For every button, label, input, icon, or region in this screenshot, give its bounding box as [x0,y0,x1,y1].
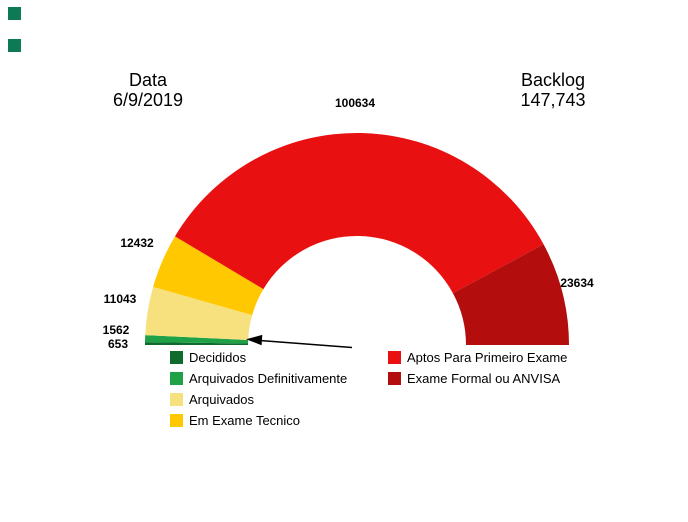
segment-arquivados [145,286,253,340]
legend-swatch-exame-formal-ou-anvisa [388,371,401,385]
value-label-em-exame-tecnico: 12432 [120,236,154,250]
legend-label: Aptos Para Primeiro Exame [407,349,568,365]
arrow-head [246,334,263,346]
backlog-value: 147,743 [520,90,586,110]
legend-swatch-decididos [170,350,183,364]
legend-label: Arquivados [189,391,255,407]
legend-label: Em Exame Tecnico [189,412,301,428]
legend-label: Exame Formal ou ANVISA [407,370,561,386]
legend-label: Decididos [189,349,247,365]
value-label-exame-formal-ou-anvisa: 23634 [560,276,594,290]
legend-swatch-arquivados-definitivamente [170,371,183,385]
legend-label: Arquivados Definitivamente [189,370,348,386]
legend-item: Decididos [170,349,347,365]
arrow-line [259,339,353,349]
corner-marker [8,39,21,52]
date-value: 6/9/2019 [112,90,184,110]
value-label-arquivados: 11043 [103,292,137,306]
value-label-arquivados-definitivamente: 1562 [102,323,130,337]
legend-swatch-em-exame-tecnico [170,413,183,427]
date-header: Data 6/9/2019 [80,70,216,110]
segment-exame-formal-ou-anvisa [452,244,569,345]
segment-em-exame-tecnico [153,236,264,316]
value-label-aptos-para-primeiro-exame: 100634 [334,96,376,110]
backlog-header: Backlog 147,743 [485,70,621,110]
legend-item: Aptos Para Primeiro Exame [388,349,568,365]
date-label: Data [128,70,168,90]
arrow-annotation [246,334,353,349]
value-label-decididos: 653 [107,337,129,351]
segment-decididos [145,342,249,345]
legend-right-column: Aptos Para Primeiro Exame Exame Formal o… [388,349,568,386]
segment-arquivados-definitivamente [145,335,249,344]
legend-item: Arquivados [170,391,347,407]
legend-swatch-aptos-para-primeiro-exame [388,350,401,364]
legend-swatch-arquivados [170,392,183,406]
backlog-label: Backlog [520,70,586,90]
legend-item: Exame Formal ou ANVISA [388,370,567,386]
corner-marker [8,7,21,20]
donut-segments [145,133,569,345]
legend-left-column: Decididos Arquivados Definitivamente Arq… [170,349,348,428]
segment-aptos-para-primeiro-exame [174,133,544,294]
legend-item: Em Exame Tecnico [170,412,347,428]
legend-item: Arquivados Definitivamente [170,370,348,386]
